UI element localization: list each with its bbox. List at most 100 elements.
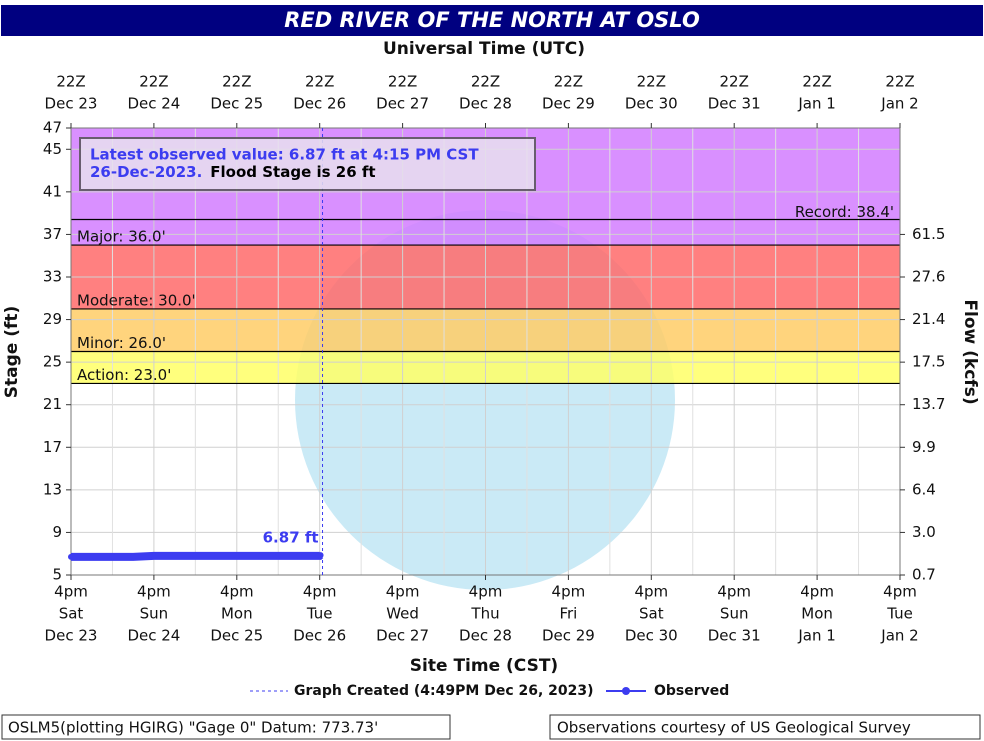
top-tick-time: 22Z <box>885 73 914 91</box>
observed-point <box>295 552 302 559</box>
flood-stage-label: Minor: 26.0' <box>77 334 166 352</box>
x-tick-time: 4pm <box>386 583 420 601</box>
x-tick-time: 4pm <box>552 583 586 601</box>
x-tick-time: 4pm <box>303 583 337 601</box>
top-tick-time: 22Z <box>471 73 500 91</box>
observed-point <box>192 552 199 559</box>
y-tick-label: 25 <box>43 353 62 371</box>
x-tick-date: Jan 1 <box>797 627 835 645</box>
x-tick-weekday: Sat <box>59 605 84 623</box>
x-tick-time: 4pm <box>469 583 503 601</box>
y2-tick-label: 61.5 <box>912 225 945 243</box>
x-tick-time: 4pm <box>883 583 917 601</box>
top-tick-date: Dec 31 <box>708 95 761 113</box>
x-tick-time: 4pm <box>137 583 171 601</box>
x-tick-date: Dec 29 <box>542 627 595 645</box>
x-tick-weekday: Tue <box>306 605 333 623</box>
x-tick-date: Dec 25 <box>210 627 263 645</box>
y2-tick-label: 3.0 <box>912 523 936 541</box>
observed-point <box>213 552 220 559</box>
x-tick-time: 4pm <box>634 583 668 601</box>
y-tick-label: 37 <box>43 225 62 243</box>
observed-point <box>68 553 74 560</box>
observed-point <box>109 553 116 560</box>
info-line-1: Latest observed value: 6.87 ft at 4:15 P… <box>90 146 479 164</box>
footer-box <box>549 714 981 740</box>
top-tick-time: 22Z <box>637 73 666 91</box>
y-axis-title: Stage (ft) <box>2 306 22 399</box>
x-tick-time: 4pm <box>717 583 751 601</box>
flood-stage-label: Action: 23.0' <box>77 366 171 384</box>
legend-observed-dot <box>622 687 630 695</box>
x-tick-weekday: Fri <box>559 605 577 623</box>
y2-tick-label: 27.6 <box>912 268 945 286</box>
y2-tick-label: 6.4 <box>912 480 936 498</box>
top-tick-date: Jan 2 <box>880 95 918 113</box>
x-tick-date: Dec 30 <box>625 627 678 645</box>
observed-point <box>233 552 240 559</box>
y2-tick-label: 17.5 <box>912 353 945 371</box>
y-tick-label: 29 <box>43 310 62 328</box>
legend-observed: Observed <box>654 683 729 699</box>
x-tick-weekday: Wed <box>386 605 419 623</box>
info-box <box>79 137 536 191</box>
x-tick-weekday: Thu <box>470 605 499 623</box>
y-tick-label: 9 <box>52 523 62 541</box>
x-axis-title: Site Time (CST) <box>410 656 558 676</box>
y-tick-label: 45 <box>43 140 62 158</box>
legend-created: Graph Created (4:49PM Dec 26, 2023) <box>294 683 594 699</box>
top-tick-time: 22Z <box>305 73 334 91</box>
top-tick-time: 22Z <box>720 73 749 91</box>
top-axis-title: Universal Time (UTC) <box>383 39 585 59</box>
record-label: Record: 38.4' <box>795 203 894 221</box>
top-tick-time: 22Z <box>554 73 583 91</box>
top-tick-time: 22Z <box>139 73 168 91</box>
observed-point <box>254 552 261 559</box>
x-tick-weekday: Sun <box>720 605 749 623</box>
top-tick-date: Dec 26 <box>293 95 346 113</box>
top-tick-date: Jan 1 <box>797 95 835 113</box>
footer-box <box>1 714 451 740</box>
top-tick-time: 22Z <box>222 73 251 91</box>
footer-right: Observations courtesy of US Geological S… <box>557 719 911 737</box>
x-tick-weekday: Mon <box>801 605 833 623</box>
top-tick-date: Dec 25 <box>210 95 263 113</box>
x-tick-date: Dec 31 <box>708 627 761 645</box>
info-flood-stage: Flood Stage is 26 ft <box>210 163 375 181</box>
y2-tick-label: 21.4 <box>912 310 945 328</box>
y-tick-label: 33 <box>43 268 62 286</box>
x-tick-date: Jan 2 <box>880 627 918 645</box>
observed-point <box>150 552 157 559</box>
x-tick-date: Dec 24 <box>127 627 180 645</box>
y-tick-label: 5 <box>52 566 62 584</box>
top-tick-date: Dec 28 <box>459 95 512 113</box>
x-tick-time: 4pm <box>800 583 834 601</box>
observed-line <box>71 551 324 561</box>
top-tick-date: Dec 24 <box>127 95 180 113</box>
top-tick-time: 22Z <box>56 73 85 91</box>
chart-title: RED RIVER OF THE NORTH AT OSLO <box>284 8 700 32</box>
info-line-2: 26-Dec-2023. Flood Stage is 26 ft <box>90 163 376 181</box>
flood-stage-label: Moderate: 30.0' <box>77 291 196 309</box>
top-tick-date: Dec 23 <box>45 95 98 113</box>
x-tick-date: Dec 28 <box>459 627 512 645</box>
y-tick-label: 17 <box>43 438 62 456</box>
top-tick-date: Dec 29 <box>542 95 595 113</box>
footer-left: OSLM5(plotting HGIRG) "Gage 0" Datum: 77… <box>8 719 378 737</box>
y2-axis-title: Flow (kcfs) <box>960 299 980 404</box>
x-tick-weekday: Tue <box>886 605 913 623</box>
observed-point <box>171 552 178 559</box>
info-date: 26-Dec-2023. <box>90 163 202 181</box>
x-tick-date: Dec 23 <box>45 627 98 645</box>
x-tick-date: Dec 27 <box>376 627 429 645</box>
top-tick-date: Dec 27 <box>376 95 429 113</box>
observed-point <box>88 553 95 560</box>
y-tick-label: 47 <box>43 119 62 137</box>
x-tick-weekday: Sun <box>140 605 169 623</box>
observed-point <box>317 552 324 559</box>
top-tick-date: Dec 30 <box>625 95 678 113</box>
x-tick-weekday: Sat <box>639 605 664 623</box>
value-label: 6.87 ft <box>263 529 319 547</box>
flood-stage-label: Major: 36.0' <box>77 228 166 246</box>
